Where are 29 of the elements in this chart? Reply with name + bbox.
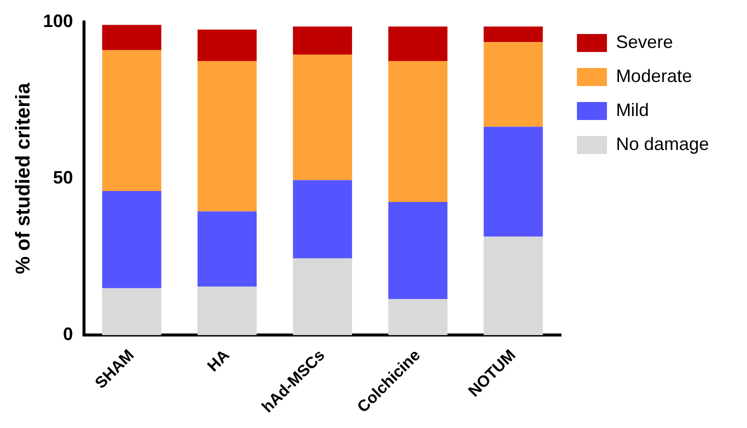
bar [388, 299, 448, 336]
bar [292, 180, 352, 258]
bar [484, 42, 543, 127]
bar [484, 26, 543, 42]
bar [198, 30, 257, 61]
y-tick-label: 100 [42, 10, 74, 31]
y-tick-label: 0 [63, 324, 74, 344]
legend-label: Moderate [616, 66, 692, 86]
bar [292, 54, 352, 180]
bar [102, 24, 162, 50]
y-axis-title: % of studied criteria [12, 82, 35, 274]
bar [102, 191, 162, 288]
bar [292, 258, 352, 336]
bar [198, 211, 257, 287]
bar [484, 236, 543, 336]
legend-label: Severe [616, 32, 673, 52]
y-tick-label: 50 [53, 167, 74, 188]
bar [102, 50, 162, 192]
bar [388, 26, 448, 61]
bar [388, 60, 448, 202]
legend-label: No damage [616, 134, 710, 154]
x-tick-label: HA [204, 346, 234, 376]
bar [484, 126, 543, 236]
bar [198, 60, 257, 212]
bar [292, 26, 352, 55]
bar [198, 286, 257, 336]
legend-label: Mild [616, 100, 649, 120]
bar [102, 288, 162, 336]
bar [388, 202, 448, 300]
